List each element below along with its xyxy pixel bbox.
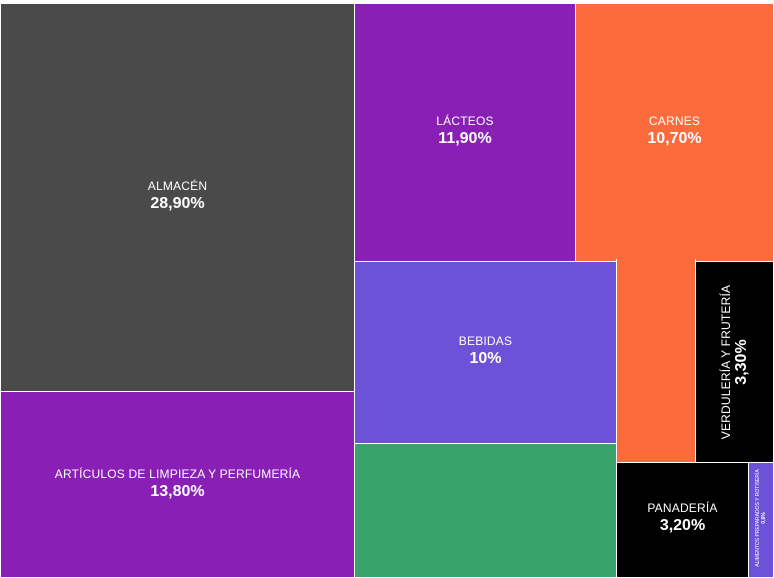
tile-value: 3,30% [733,339,750,385]
tile-label: CARNES [648,114,701,128]
tile-label: LÁCTEOS [436,114,494,128]
tile-label: ALMACÉN [147,179,208,193]
tile-label: BEBIDAS [458,334,513,348]
tile-bebidas: BEBIDAS 10% [354,261,617,444]
tile-verduleria: VERDULERÍA Y FRUTERÍA 3,30% [695,261,774,463]
tile-value: 10% [469,350,502,367]
tile-carnes: CARNES 10,70% [575,3,774,262]
tile-panaderia: PANADERÍA 3,20% [616,462,749,578]
tile-label: PANADERÍA [647,501,718,515]
tile-value: 13,80% [150,483,205,500]
tile-articulos-limpieza: ARTÍCULOS DE LIMPIEZA Y PERFUMERÍA 13,80… [0,391,355,578]
tile-almacen: ALMACÉN 28,90% [0,3,355,392]
tile-alimentos-preparados: ALIMENTOS PREPARADOS Y ROTISERÍA 0,6% [748,462,774,578]
tile-value: 10,70% [647,130,702,147]
tile-label: ARTÍCULOS DE LIMPIEZA Y PERFUMERÍA [54,467,301,481]
tile-carnes-extension [616,259,696,463]
tile-value: 3,20% [659,517,706,534]
tile-value: 28,90% [150,195,205,212]
tile-green-unlabeled [354,443,617,578]
tile-label: VERDULERÍA Y FRUTERÍA [719,284,733,440]
tile-value: 0,6% [761,512,767,524]
tile-lacteos: LÁCTEOS 11,90% [354,3,576,262]
tile-value: 11,90% [438,130,492,147]
